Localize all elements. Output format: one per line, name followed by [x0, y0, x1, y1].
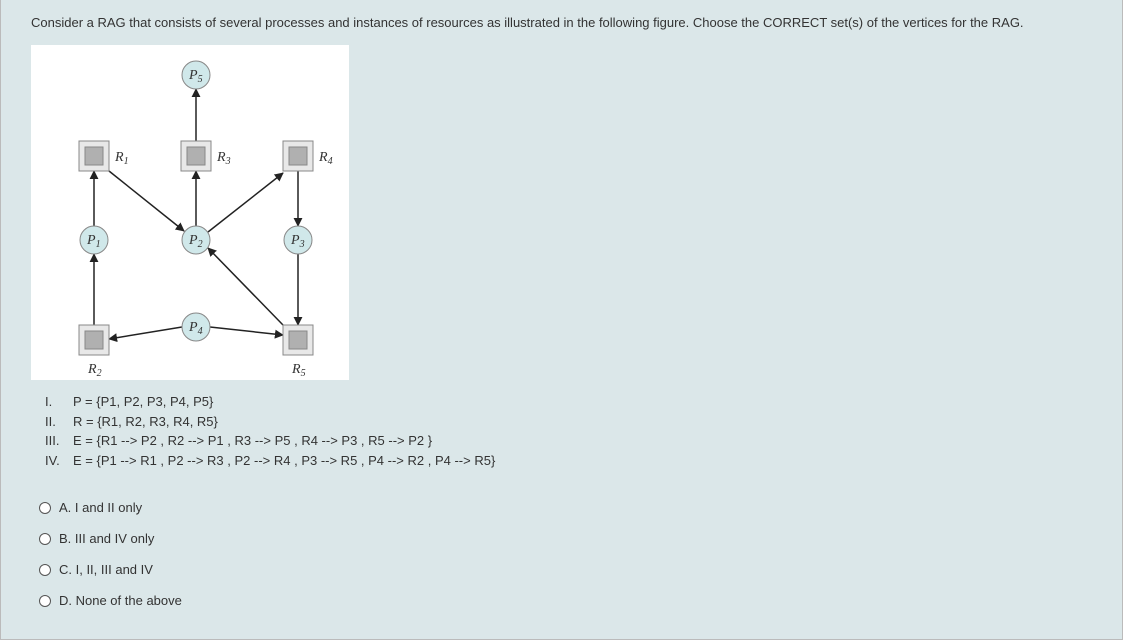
edge-P2-R4 [208, 173, 283, 232]
statement-text: P = {P1, P2, P3, P4, P5} [73, 392, 213, 412]
resource-R5: R5 [283, 325, 313, 379]
options-group: A. I and II only B. III and IV only C. I… [39, 500, 1092, 608]
option-a[interactable]: A. I and II only [39, 500, 1092, 515]
option-label: A. I and II only [59, 500, 142, 515]
rag-figure: R1 R3 R4 R2 R5 P5 P1 P2 P3 P4 [31, 45, 349, 380]
statement-text: R = {R1, R2, R3, R4, R5} [73, 412, 218, 432]
statement-1: I.P = {P1, P2, P3, P4, P5} [45, 392, 1092, 412]
process-P2: P2 [182, 226, 210, 254]
statement-2: II.R = {R1, R2, R3, R4, R5} [45, 412, 1092, 432]
resource-R1: R1 [79, 141, 129, 171]
process-P3: P3 [284, 226, 312, 254]
edge-R1-P2 [109, 171, 184, 231]
statement-4: IV.E = {P1 --> R1 , P2 --> R3 , P2 --> R… [45, 451, 1092, 471]
edge-P4-R2 [109, 327, 182, 339]
process-P1: P1 [80, 226, 108, 254]
edge-P4-R5 [210, 327, 283, 335]
svg-text:R3: R3 [216, 150, 231, 167]
option-b[interactable]: B. III and IV only [39, 531, 1092, 546]
process-P4: P4 [182, 313, 210, 341]
svg-text:R5: R5 [291, 362, 306, 379]
svg-text:R1: R1 [114, 150, 129, 167]
svg-text:R2: R2 [87, 362, 102, 379]
edge-R5-P2 [208, 248, 283, 325]
radio-icon[interactable] [39, 595, 51, 607]
rag-svg: R1 R3 R4 R2 R5 P5 P1 P2 P3 P4 [31, 45, 349, 380]
option-d[interactable]: D. None of the above [39, 593, 1092, 608]
process-P5: P5 [182, 61, 210, 89]
radio-icon[interactable] [39, 533, 51, 545]
svg-text:R4: R4 [318, 150, 333, 167]
statement-num: III. [45, 431, 73, 451]
statement-3: III.E = {R1 --> P2 , R2 --> P1 , R3 --> … [45, 431, 1092, 451]
statements-list: I.P = {P1, P2, P3, P4, P5} II.R = {R1, R… [45, 392, 1092, 470]
option-c[interactable]: C. I, II, III and IV [39, 562, 1092, 577]
statement-text: E = {P1 --> R1 , P2 --> R3 , P2 --> R4 ,… [73, 451, 495, 471]
option-label: C. I, II, III and IV [59, 562, 153, 577]
resource-R2: R2 [79, 325, 109, 379]
statement-num: II. [45, 412, 73, 432]
statement-num: I. [45, 392, 73, 412]
resource-R4: R4 [283, 141, 333, 171]
resource-R3: R3 [181, 141, 231, 171]
question-text: Consider a RAG that consists of several … [31, 15, 1092, 30]
radio-icon[interactable] [39, 502, 51, 514]
statement-text: E = {R1 --> P2 , R2 --> P1 , R3 --> P5 ,… [73, 431, 432, 451]
radio-icon[interactable] [39, 564, 51, 576]
statement-num: IV. [45, 451, 73, 471]
option-label: B. III and IV only [59, 531, 154, 546]
option-label: D. None of the above [59, 593, 182, 608]
